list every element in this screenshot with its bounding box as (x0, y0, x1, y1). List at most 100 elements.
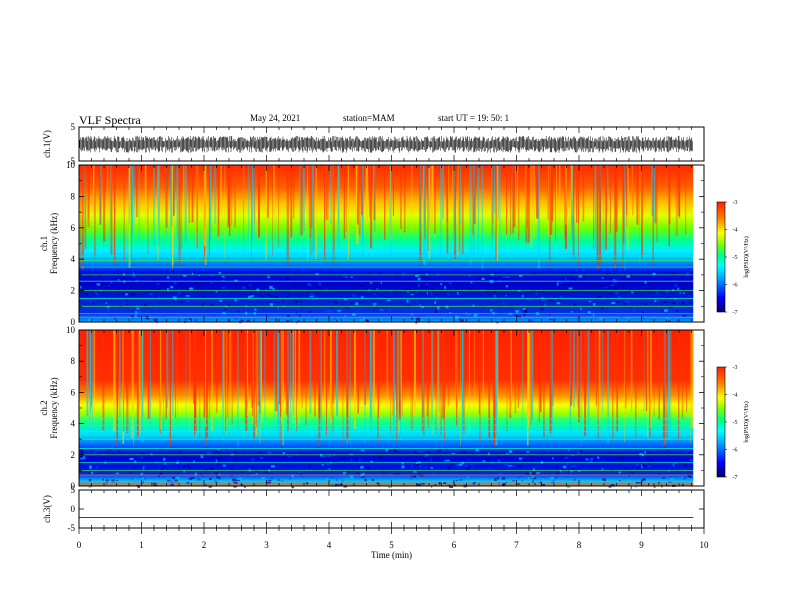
spectrogram-noise (599, 318, 603, 320)
spectrogram-noise (585, 458, 589, 461)
spectrogram-streak (639, 165, 640, 264)
spectrogram-streak (298, 330, 301, 425)
colorbar-tick-label: -5 (733, 255, 738, 261)
spectrogram-noise (541, 484, 545, 486)
spectrogram-noise (236, 479, 240, 482)
spectrogram-noise (677, 287, 679, 290)
spectrogram-streak (343, 165, 346, 239)
spectrogram-streak (252, 330, 256, 440)
spectrogram-noise (291, 474, 294, 478)
spectrogram-noise (368, 451, 372, 453)
spectrogram-noise (547, 450, 550, 453)
spectrogram-streak (626, 165, 628, 227)
spectrogram-streak (512, 165, 514, 245)
spectrogram-noise (351, 313, 356, 316)
spectrogram-noise (375, 302, 377, 306)
spectrogram-streak (185, 330, 187, 439)
spectrogram-noise (103, 479, 107, 482)
spectrogram-noise (101, 453, 106, 456)
spectrogram-noise (619, 463, 621, 466)
spectrogram-noise (541, 298, 546, 302)
ch1-waveform-trace (78, 135, 693, 153)
y-tick-label: 4 (71, 419, 76, 429)
spectrogram-noise (638, 482, 643, 484)
spectrogram-noise (267, 275, 270, 279)
spectrogram-noise (462, 451, 467, 454)
spectrogram-noise (427, 462, 430, 465)
spectrogram-streak (327, 165, 329, 221)
spectrogram-noise (95, 450, 97, 454)
spectrogram-noise (287, 294, 289, 298)
spectrogram-noise (86, 294, 89, 297)
spectrogram-noise (154, 318, 158, 322)
figure-title: VLF Spectra (79, 113, 141, 127)
y-tick-label: 6 (71, 387, 76, 397)
spectrogram-noise (453, 484, 457, 486)
spectrogram-noise (115, 472, 119, 475)
spectrogram-noise (125, 293, 128, 296)
spectrogram-noise (350, 276, 353, 278)
spectrogram-streak (601, 330, 604, 414)
spectrogram-noise (395, 275, 399, 278)
spectrogram-noise (80, 457, 84, 460)
spectrogram-streak (314, 330, 316, 417)
spectrogram-noise (493, 272, 497, 275)
spectrogram-noise (553, 479, 555, 482)
spectrogram-noise (672, 463, 674, 466)
spectrogram-streak (257, 330, 260, 407)
spectrogram-noise (440, 283, 443, 286)
spectrogram-streak (323, 330, 326, 410)
spectrogram-noise (265, 289, 267, 291)
spectrogram-noise (550, 476, 554, 480)
spectrogram-noise (397, 473, 401, 475)
spectrogram-noise (308, 463, 312, 467)
spectrogram-noise (681, 301, 685, 305)
spectrogram-noise (593, 303, 596, 306)
spectrogram-noise (360, 449, 365, 452)
spectrogram-streak (452, 165, 453, 214)
spectrogram-noise (482, 460, 486, 462)
spectrogram-noise (522, 307, 526, 310)
spectrogram-noise (411, 313, 414, 315)
spectrogram-streak (215, 330, 218, 413)
spectrogram-noise (381, 308, 384, 310)
spectrogram-streak (547, 165, 549, 220)
spectrogram-noise (355, 302, 358, 304)
spectrogram-noise (487, 452, 490, 455)
spectrogram-noise (352, 294, 356, 298)
spectrogram-noise (640, 464, 643, 467)
spectrogram-streak (662, 330, 665, 447)
spectrogram-noise (321, 455, 326, 458)
spectrogram-noise (142, 465, 146, 468)
spectrogram-noise (420, 306, 425, 308)
colorbar-label: log(PSD)(V²/Hz) (743, 401, 750, 442)
spectrogram-noise (442, 448, 446, 451)
spectrogram-noise (103, 462, 108, 464)
spectrogram-streak (392, 330, 394, 416)
spectrogram-noise (206, 452, 211, 455)
spectrogram-noise (671, 272, 675, 275)
spectrogram-noise (360, 466, 364, 469)
spectrogram-streak (400, 330, 402, 413)
y-axis-label-ch3: ch.3(V) (42, 495, 52, 523)
spectrogram-streak (177, 330, 178, 432)
spectrogram-noise (401, 465, 405, 469)
spectrogram-noise (221, 275, 225, 278)
spectrogram-noise (635, 463, 639, 466)
spectrogram-noise (556, 302, 561, 305)
spectrogram-noise (481, 277, 485, 280)
spectrogram-streak (543, 330, 545, 438)
figure-start-time: start UT = 19: 50: 1 (438, 113, 510, 123)
spectrogram-streak (646, 330, 649, 438)
spectrogram-streak (651, 165, 654, 217)
spectrogram-noise (618, 471, 621, 474)
spectrogram-streak (440, 165, 442, 259)
spectrogram-noise (540, 307, 544, 310)
spectrogram-streak (426, 330, 429, 417)
spectrogram-noise (592, 313, 595, 317)
spectrogram-noise (653, 485, 656, 488)
spectrogram-streak (226, 330, 228, 436)
spectrogram-streak (126, 330, 129, 434)
spectrogram-streak (195, 330, 197, 433)
